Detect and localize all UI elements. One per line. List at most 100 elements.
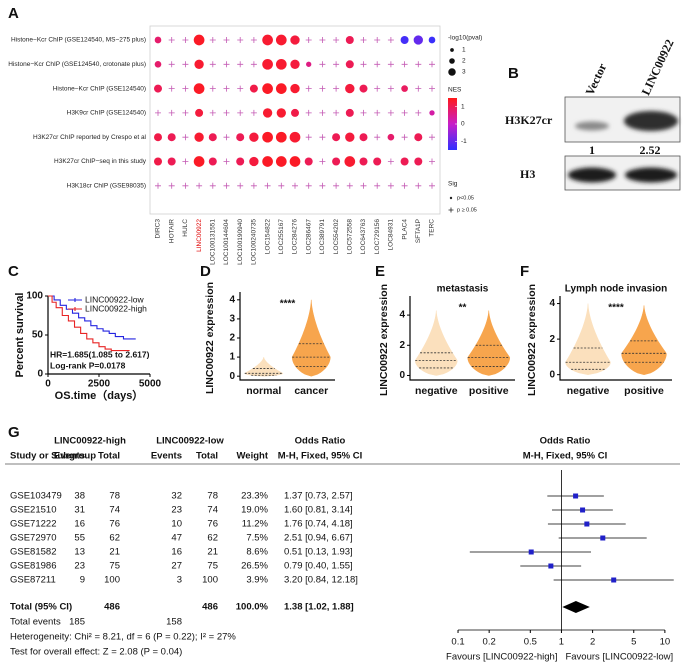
nonsig-marker [237,61,244,68]
dot [289,131,301,143]
panel-label: F [520,263,529,280]
nonsig-marker [292,182,298,189]
dot [276,108,286,118]
y-tick-label: 2 [399,340,405,351]
nonsig-marker [250,182,257,189]
events: 47 [171,533,182,544]
y-tick-label: 4 [549,298,555,309]
y-tick-label: 1 [229,352,235,363]
significance: ** [459,303,467,314]
ci: 1.38 [1.02, 1.88] [284,602,354,613]
events: 23 [171,505,182,516]
nonsig-marker [223,85,230,92]
dot [275,131,287,143]
or-marker [573,493,579,499]
nonsig-marker [319,109,326,116]
summary-diamond [562,601,590,613]
nonsig-marker [415,61,422,68]
total: 76 [109,519,120,530]
column-header: Total [98,451,120,462]
nonsig-marker [319,61,326,68]
nonsig-marker [374,109,381,116]
y-tick-label: 3 [229,314,235,325]
nonsig-marker [374,37,381,43]
dot [154,84,162,93]
study: GSE71222 [10,519,56,530]
nonsig-marker [182,134,189,141]
or-marker [600,535,606,541]
dot [167,157,176,166]
row-label: H3K9cr ChIP (GSE124540) [67,110,146,117]
nonsig-marker [401,182,408,189]
nonsig-marker [401,61,408,68]
colorbar-label: 1 [461,103,465,110]
nonsig-marker [333,182,340,189]
ci: 1.37 [0.73, 2.57] [284,491,353,502]
favours-label: Favours [LINC00922-high] [446,652,557,663]
column-label: LOC100144604 [223,219,230,265]
legend-symbol [449,196,453,200]
nonsig-marker [360,182,367,189]
ci: 1.76 [0.74, 4.18] [284,519,353,530]
nonsig-marker [168,61,175,68]
x-tick-label: 0 [45,379,51,390]
legend-size-dot [449,58,455,64]
x-tick-label: 1 [559,637,564,648]
total: 486 [202,602,218,613]
nonsig-marker [305,109,312,116]
legend-label: 2 [462,58,466,65]
annotation: HR=1.685(1.085 to 2.617) [50,349,150,359]
nonsig-marker [223,158,230,165]
nonsig-marker [374,61,381,68]
dot [275,34,287,46]
ci: 1.60 [0.81, 3.14] [284,505,353,516]
y-axis-label: LINC00922 expression [204,282,216,394]
dot [414,157,423,166]
column-label: PLAC4 [401,219,408,240]
group-header: Odds Ratio [295,436,346,447]
nonsig-marker [360,109,367,116]
nonsig-marker [429,158,435,165]
events: 10 [171,519,182,530]
events: 31 [74,505,85,516]
nonsig-marker [319,37,326,43]
events: 9 [80,575,85,586]
legend-title: NES [448,87,462,94]
events: 32 [171,491,182,502]
nonsig-marker [237,85,244,92]
dot [344,156,356,167]
panel-label: A [8,5,19,22]
dot [359,84,368,93]
legend-label: 1 [462,47,466,54]
blot-band [575,121,609,131]
weight: 11.2% [242,519,269,530]
nonsig-marker [155,182,161,189]
nonsig-marker [360,37,367,43]
study: GSE87211 [10,575,56,586]
violin [621,305,667,375]
study: Total events [10,617,61,628]
row-label: Histone−Kcr ChIP (GSE124540) [53,85,146,92]
total: 74 [109,505,120,516]
events: 3 [177,575,182,586]
weight: 8.6% [246,547,268,558]
column-label: HOTAIR [168,219,175,243]
nonsig-marker [401,109,408,116]
events: 16 [171,547,182,558]
x-tick-label: cancer [294,385,328,397]
dot [401,85,408,92]
x-tick-label: 2500 [88,379,111,390]
dotplot-frame [149,25,441,215]
column-label: SFTA1P [415,219,422,243]
events: 185 [69,617,85,628]
panel-label: E [375,263,385,280]
group-header: LINC00922-high [54,436,126,447]
dot [290,35,300,45]
x-tick-label: 0.1 [451,637,464,648]
dot [236,133,245,142]
dot [236,157,245,166]
or-marker [611,577,617,583]
dot [345,36,354,44]
dot [387,133,395,141]
